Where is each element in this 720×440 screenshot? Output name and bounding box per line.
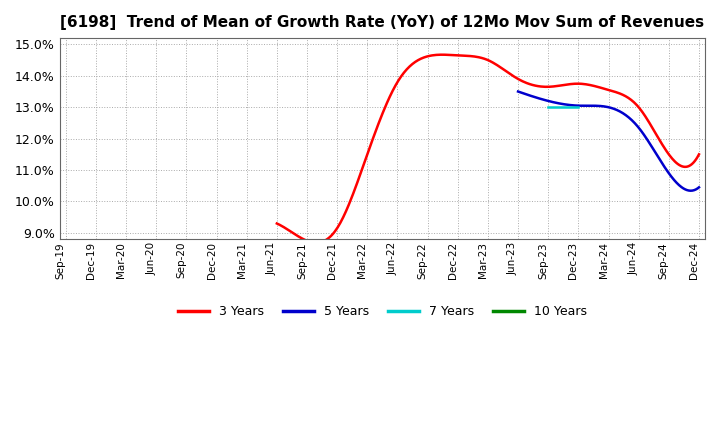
Title: [6198]  Trend of Mean of Growth Rate (YoY) of 12Mo Mov Sum of Revenues: [6198] Trend of Mean of Growth Rate (YoY… [60,15,704,30]
Legend: 3 Years, 5 Years, 7 Years, 10 Years: 3 Years, 5 Years, 7 Years, 10 Years [173,301,592,323]
